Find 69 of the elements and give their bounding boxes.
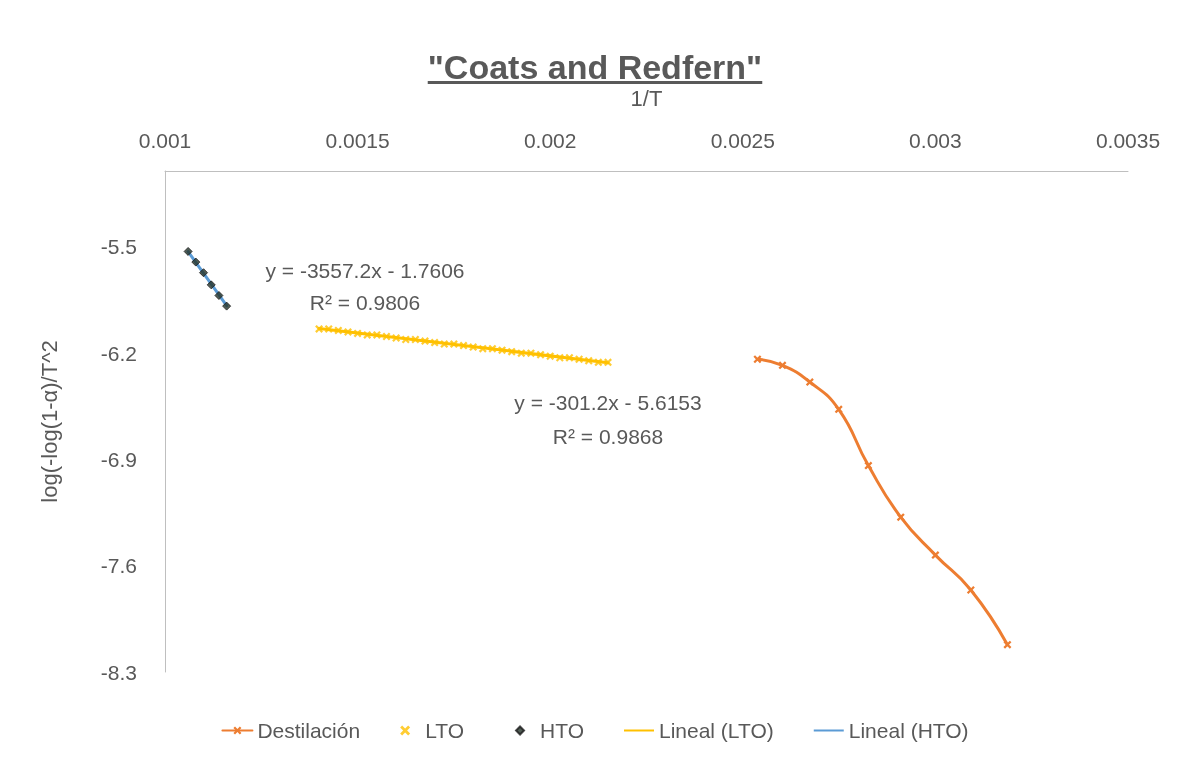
point <box>488 344 497 353</box>
point <box>498 346 507 355</box>
point <box>363 330 372 339</box>
point <box>222 301 232 311</box>
y-tick-label: -6.2 <box>100 341 137 365</box>
x-tick-label: 0.0015 <box>325 129 390 152</box>
point <box>753 355 762 364</box>
point <box>546 352 555 361</box>
annotation: y = -301.2x - 5.6153 <box>514 390 702 414</box>
point <box>199 268 209 278</box>
x-tick-label: 0.002 <box>523 129 577 152</box>
point <box>315 324 324 333</box>
point <box>469 343 478 352</box>
point <box>324 324 333 333</box>
point <box>353 329 362 338</box>
point <box>459 341 468 350</box>
legend-label: Lineal (HTO) <box>848 719 969 742</box>
point <box>526 349 535 358</box>
point <box>411 335 420 344</box>
point <box>555 353 564 362</box>
point <box>421 337 430 346</box>
point <box>206 280 216 290</box>
point <box>805 378 814 387</box>
point <box>214 290 224 300</box>
point <box>440 340 449 349</box>
point <box>536 350 545 359</box>
point <box>834 405 843 414</box>
point <box>864 461 873 470</box>
point <box>1003 640 1012 649</box>
point <box>517 349 526 358</box>
legend-label: Lineal (LTO) <box>658 719 774 742</box>
point <box>931 551 940 560</box>
point <box>392 334 401 342</box>
point <box>575 355 584 364</box>
y-tick-label: -8.3 <box>100 660 137 684</box>
y-tick-label: -6.9 <box>100 447 137 471</box>
legend-label: HTO <box>540 719 584 742</box>
legend-label: LTO <box>425 719 465 742</box>
point <box>603 358 612 367</box>
annotation: R² = 0.9806 <box>309 290 421 314</box>
point <box>401 335 410 344</box>
point <box>594 358 603 367</box>
y-tick-label: -7.6 <box>100 554 137 578</box>
annotation: R² = 0.9868 <box>552 424 664 448</box>
point <box>372 330 381 339</box>
point <box>966 586 975 595</box>
legend-label: Destilación <box>257 719 361 742</box>
x-tick-label: 0.0025 <box>710 129 775 152</box>
x-axis-title: 1/T <box>630 85 663 111</box>
point <box>478 344 487 353</box>
point <box>449 340 458 349</box>
chart-title: "Coats and Redfern" <box>426 48 764 87</box>
point <box>896 513 905 522</box>
point <box>430 338 439 347</box>
point <box>565 353 574 362</box>
annotation: y = -3557.2x - 1.7606 <box>265 258 465 282</box>
x-tick-label: 0.003 <box>909 129 962 152</box>
point <box>584 356 593 365</box>
point <box>778 361 787 370</box>
x-tick-label: 0.001 <box>138 129 192 152</box>
point <box>191 257 201 267</box>
point <box>507 347 516 356</box>
point <box>183 246 193 256</box>
y-tick-label: -5.5 <box>100 235 137 259</box>
x-tick-label: 0.0035 <box>1095 129 1161 152</box>
point <box>382 332 391 341</box>
y-axis-title: log(-log(1-α)/T^2 <box>36 340 62 503</box>
point <box>343 327 352 336</box>
point <box>334 326 343 335</box>
